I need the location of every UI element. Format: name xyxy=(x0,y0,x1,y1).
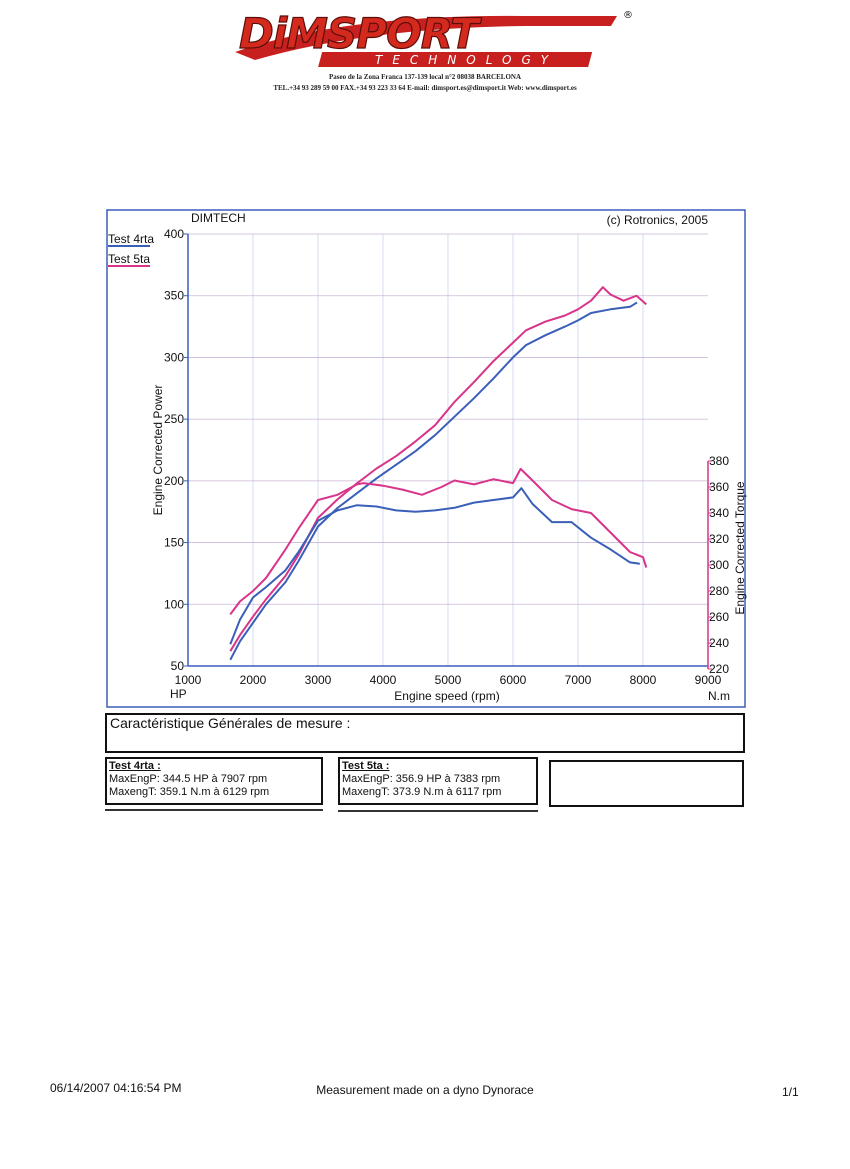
dimsport-logo: DiMSPORT TECHNOLOGY ® xyxy=(235,8,633,67)
footer-datetime: 06/14/2007 04:16:54 PM xyxy=(50,1081,182,1095)
test5-title: Test 5ta : xyxy=(342,760,390,772)
y-left-tick-label: 150 xyxy=(164,536,184,550)
x-axis-label: Engine speed (rpm) xyxy=(394,689,499,703)
x-tick-label: 5000 xyxy=(435,673,462,687)
series-line-power-test-4rta xyxy=(229,301,638,661)
legend-test4: Test 4rta xyxy=(108,232,154,246)
chart-frame xyxy=(106,209,746,708)
chart-grid xyxy=(188,233,708,666)
x-tick-label: 9000 xyxy=(695,673,722,687)
series-line-torque-test-5ta xyxy=(229,467,648,615)
y-right-tick-label: 300 xyxy=(709,558,729,572)
logo-primary-text: DiMSPORT xyxy=(239,9,482,58)
chart-series xyxy=(229,286,648,661)
chart-title-left: DIMTECH xyxy=(191,211,246,225)
test5-summary-box: Test 5ta : MaxEngP: 356.9 HP à 7383 rpm … xyxy=(338,757,538,805)
y-left-tick-label: 250 xyxy=(164,412,184,426)
y-right-tick-label: 340 xyxy=(709,506,729,520)
x-tick-label: 2000 xyxy=(240,673,267,687)
measurement-header-box xyxy=(105,713,745,753)
y-left-tick-label: 200 xyxy=(164,474,184,488)
y-axis-label-left: Engine Corrected Power xyxy=(151,385,165,516)
address-line-1: Paseo de la Zona Franca 137-139 local n°… xyxy=(329,73,521,81)
footer-note: Measurement made on a dyno Dynorace xyxy=(316,1083,534,1097)
y-right-tick-label: 360 xyxy=(709,480,729,494)
registered-mark: ® xyxy=(623,10,633,21)
test4-summary-box: Test 4rta : MaxEngP: 344.5 HP à 7907 rpm… xyxy=(105,757,323,805)
y-right-tick-label: 260 xyxy=(709,610,729,624)
test4-max-torque: MaxengT: 359.1 N.m à 6129 rpm xyxy=(109,786,270,798)
chart-title-right: (c) Rotronics, 2005 xyxy=(607,213,709,227)
logo-swoosh xyxy=(235,15,617,60)
series-line-power-test-5ta xyxy=(229,286,647,652)
x-tick-label: 1000 xyxy=(175,673,202,687)
y-left-tick-label: 300 xyxy=(164,350,184,364)
test4-underline xyxy=(105,809,323,811)
measurement-heading: Caractéristique Générales de mesure : xyxy=(110,715,351,731)
chart-ticks: 1000 2000 3000 4000 5000 6000 7000 8000 9000 50 10… xyxy=(164,227,729,687)
y-right-tick-label: 280 xyxy=(709,584,729,598)
legend-test5: Test 5ta xyxy=(108,252,150,266)
test5-max-power: MaxEngP: 356.9 HP à 7383 rpm xyxy=(342,773,501,785)
test5-underline xyxy=(338,810,538,812)
x-tick-label: 6000 xyxy=(500,673,527,687)
y-right-tick-label: 380 xyxy=(709,454,729,468)
x-unit-left: HP xyxy=(170,687,187,701)
x-unit-right: N.m xyxy=(708,689,730,703)
test5-max-torque: MaxengT: 373.9 N.m à 6117 rpm xyxy=(342,786,502,798)
test4-title: Test 4rta : xyxy=(109,760,161,772)
y-left-tick-label: 100 xyxy=(164,597,184,611)
y-right-tick-label: 220 xyxy=(709,662,729,676)
x-tick-label: 8000 xyxy=(630,673,657,687)
address-line-2: TEL.+34 93 289 59 00 FAX.+34 93 223 33 6… xyxy=(273,84,577,92)
x-tick-label: 4000 xyxy=(370,673,397,687)
logo-band xyxy=(318,52,593,67)
y-right-tick-label: 320 xyxy=(709,532,729,546)
y-left-tick-label: 350 xyxy=(164,289,184,303)
empty-summary-box xyxy=(549,760,744,807)
series-line-torque-test-4rta xyxy=(229,487,640,645)
y-axis-label-right: Engine Corrected Torque xyxy=(733,481,747,615)
footer-page-number: 1/1 xyxy=(782,1085,799,1099)
x-tick-label: 3000 xyxy=(305,673,332,687)
y-left-tick-label: 400 xyxy=(164,227,184,241)
x-tick-label: 7000 xyxy=(565,673,592,687)
y-right-tick-label: 240 xyxy=(709,636,729,650)
test4-max-power: MaxEngP: 344.5 HP à 7907 rpm xyxy=(109,773,268,785)
y-left-tick-label: 50 xyxy=(171,659,185,673)
logo-secondary-text: TECHNOLOGY xyxy=(375,53,558,67)
